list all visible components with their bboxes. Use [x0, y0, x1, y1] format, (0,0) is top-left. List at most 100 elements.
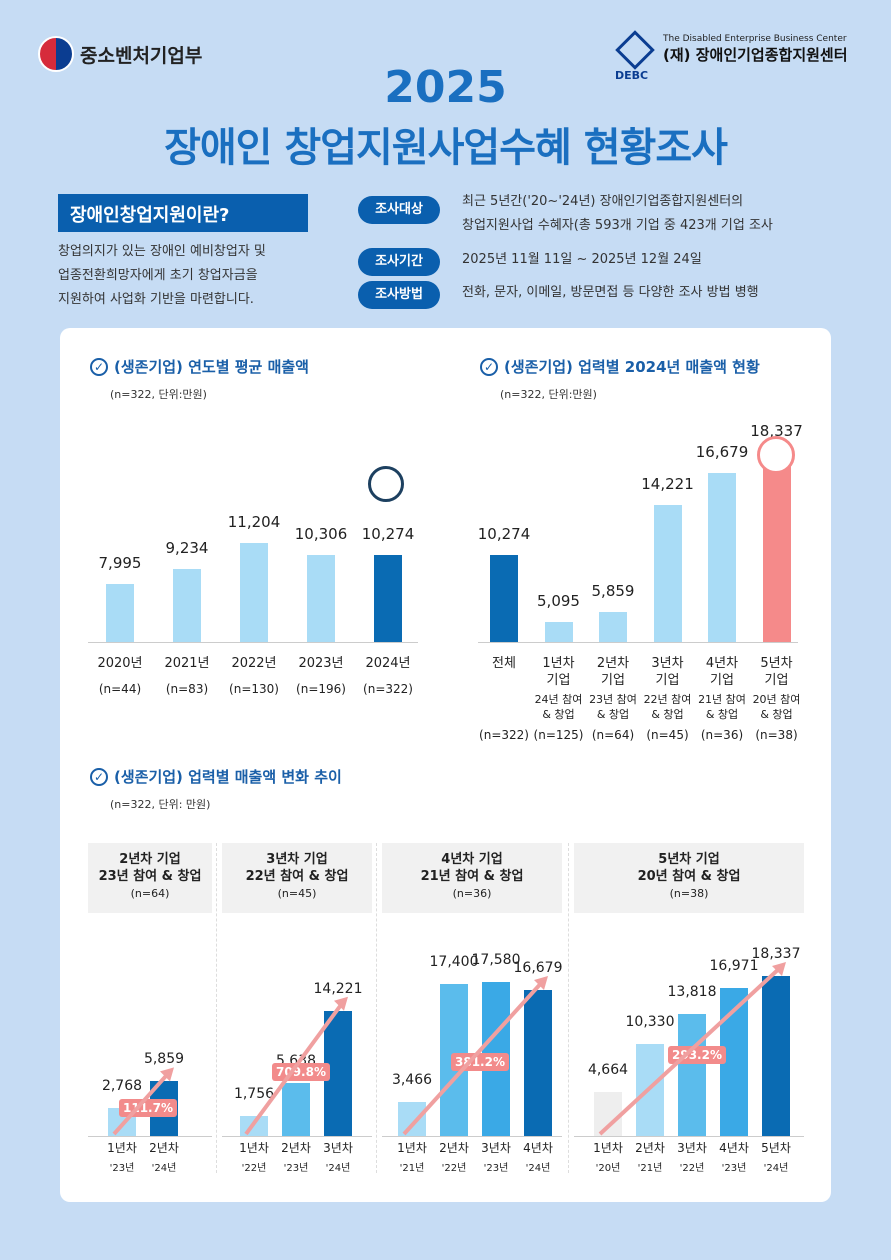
chart1-axis [88, 642, 418, 643]
panel-value-label: 18,337 [751, 945, 801, 962]
chart2-category-label: 4년차 기업 [705, 656, 739, 688]
chart3-title-text: (생존기업) 업력별 매출액 변화 추이 [114, 768, 342, 786]
panel-header: 3년차 기업 22년 참여 & 창업 (n=45) [222, 843, 372, 913]
panel-year-label: '22년 [679, 1163, 705, 1174]
chart2-bar [653, 504, 682, 642]
debc-abbr: DEBC [615, 69, 649, 82]
chart2-n-label: (n=125) [533, 728, 584, 742]
panel-axis [88, 1136, 212, 1137]
panel-title: 2년차 기업 23년 참여 & 창업 [98, 852, 202, 884]
chart2-bar [490, 555, 518, 642]
panel-category-label: 2년차 [149, 1141, 179, 1155]
panel-bar [678, 1014, 706, 1136]
growth-arrowhead-icon [160, 1067, 174, 1082]
money-icon [368, 466, 404, 502]
panel-category-label: 2년차 [635, 1141, 665, 1155]
chart2-sub-label: 22년 참여 & 창업 [643, 693, 692, 721]
panel-year-label: '22년 [441, 1163, 467, 1174]
panel-year-label: '24년 [525, 1163, 551, 1174]
chart2-value-label: 5,095 [537, 591, 580, 610]
chart2-sub-label: 23년 참여 & 창업 [589, 693, 637, 721]
panel-value-label: 17,580 [471, 952, 521, 969]
chart2-value-label: 5,859 [591, 581, 635, 600]
chart1-value-label: 9,234 [165, 538, 209, 557]
growth-chart-icon [757, 436, 795, 474]
chart2-bar [599, 611, 627, 642]
panel-bar [524, 989, 552, 1136]
chart2-category-label: 2년차 기업 [596, 656, 630, 688]
growth-arrowhead-icon [772, 961, 786, 976]
chart2-bar [544, 621, 573, 642]
check-icon: ✓ [90, 357, 108, 376]
panel-n: (n=36) [452, 887, 492, 900]
panel-category-label: 5년차 [761, 1141, 791, 1155]
panel-axis [222, 1136, 372, 1137]
chart2-sub-label: 20년 참여 & 창업 [752, 693, 801, 721]
survey-label: 조사기간 [358, 248, 440, 276]
growth-arrowhead-icon [334, 996, 348, 1011]
panel-value-label: 5,859 [143, 1051, 185, 1068]
chart1-bar [374, 555, 402, 642]
panel-category-label: 2년차 [281, 1141, 311, 1155]
panel-value-label: 1,756 [233, 1086, 275, 1103]
chart1-value-label: 10,306 [294, 524, 348, 543]
debc-mark-icon: DEBC [615, 30, 657, 82]
chart1-n-label: (n=130) [229, 682, 279, 696]
survey-method-row: 조사방법 전화, 문자, 이메일, 방문면접 등 다양한 조사 방법 병행 [358, 281, 759, 309]
chart1-bar [240, 543, 268, 642]
ministry-name: 중소벤처기업부 [80, 44, 203, 67]
panel-title: 4년차 기업 21년 참여 & 창업 [420, 852, 524, 884]
panel-bar [762, 975, 790, 1136]
panel-value-label: 17,400 [429, 953, 479, 970]
chart2-axis [478, 642, 798, 643]
chart2-category-label: 전체 [492, 656, 516, 671]
panel-header: 5년차 기업 20년 참여 & 창업 (n=38) [574, 843, 804, 913]
panel-n: (n=38) [669, 887, 709, 900]
chart2-bar [708, 473, 736, 642]
survey-text: 최근 5년간('20~'24년) 장애인기업종합지원센터의 창업지원사업 수혜자… [462, 194, 773, 233]
chart2-value-label: 14,221 [641, 474, 694, 493]
panel-axis [382, 1136, 562, 1137]
survey-label: 조사대상 [358, 196, 440, 224]
chart2-n-label: (n=38) [755, 728, 798, 742]
growth-arrowhead-icon [534, 975, 548, 990]
chart2-title: ✓ (생존기업) 업력별 2024년 매출액 현황 [480, 356, 760, 377]
panel-value-label: 10,330 [625, 1013, 675, 1030]
survey-period-row: 조사기간 2025년 11월 11일 ~ 2025년 12월 24일 [358, 248, 702, 276]
survey-label: 조사방법 [358, 281, 440, 309]
chart2-n-label: (n=64) [591, 728, 635, 742]
panel-year-label: '23년 [109, 1163, 135, 1174]
chart3-note: (n=322, 단위: 만원) [110, 798, 211, 811]
panel-year-label: '21년 [399, 1163, 425, 1174]
panel-category-label: 1년차 [593, 1141, 623, 1155]
chart2-n-label: (n=36) [700, 728, 744, 742]
panel-category-label: 2년차 [439, 1141, 469, 1155]
chart2-value-label: 10,274 [477, 525, 531, 544]
panel-separator [216, 843, 217, 1173]
center-english-name: The Disabled Enterprise Business Center [663, 34, 847, 44]
chart1-title: ✓ (생존기업) 연도별 평균 매출액 [90, 356, 309, 377]
chart2-n-label: (n=322) [479, 728, 529, 742]
panel-bar [282, 1083, 310, 1136]
panel-value-label: 14,221 [313, 980, 363, 997]
check-icon: ✓ [90, 767, 108, 786]
panel-value-label: 3,466 [391, 1071, 433, 1088]
chart3-title: ✓ (생존기업) 업력별 매출액 변화 추이 [90, 766, 342, 787]
panel-value-label: 4,664 [587, 1061, 629, 1078]
panel-value-label: 16,679 [513, 959, 563, 976]
chart1-note: (n=322, 단위:만원) [110, 388, 207, 401]
survey-text: 2025년 11월 11일 ~ 2025년 12월 24일 [462, 252, 702, 267]
panel-year-label: '23년 [721, 1163, 747, 1174]
panel-category-label: 1년차 [397, 1141, 427, 1155]
page-title: 장애인 창업지원사업수혜 현황조사 [164, 125, 728, 171]
growth-arrow-line [112, 1070, 172, 1136]
ministry-logo: 중소벤처기업부 [38, 36, 202, 72]
chart1-title-text: (생존기업) 연도별 평균 매출액 [114, 358, 309, 376]
debc-logo: DEBC The Disabled Enterprise Business Ce… [615, 30, 848, 82]
chart2-bar [762, 452, 791, 642]
intro-body: 창업의지가 있는 장애인 예비창업자 및 업종전환희망자에게 초기 창업자금을 … [58, 244, 266, 307]
chart1-n-label: (n=196) [296, 682, 346, 696]
survey-text: 전화, 문자, 이메일, 방문면접 등 다양한 조사 방법 병행 [462, 285, 759, 300]
panel-year-label: '24년 [763, 1163, 789, 1174]
